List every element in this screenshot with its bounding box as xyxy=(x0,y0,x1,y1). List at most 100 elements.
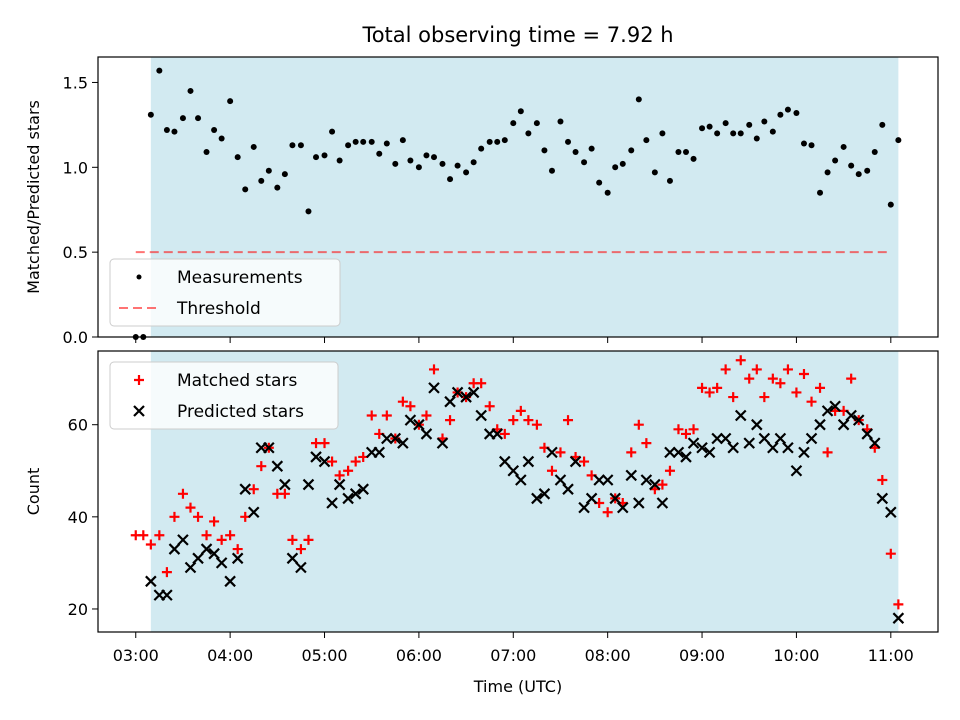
matched-star-point xyxy=(209,516,220,527)
predicted-star-point xyxy=(743,437,756,449)
measurement-point xyxy=(399,137,406,144)
measurement-point xyxy=(447,176,454,183)
predicted-star-point xyxy=(531,492,543,505)
predicted-star-point xyxy=(302,478,315,491)
matched-star-point xyxy=(673,424,684,435)
matched-star-point xyxy=(334,470,345,481)
predicted-star-point xyxy=(790,464,803,477)
top-panel: 0.0 0.5 1.0 1.5 Matched/Predicted stars Measu… xyxy=(24,56,939,347)
measurement-point xyxy=(368,138,375,145)
matched-star-point xyxy=(767,373,778,384)
matched-star-point xyxy=(248,484,259,495)
measurement-point xyxy=(289,142,296,149)
measurement-point xyxy=(313,154,320,161)
x-tick-label: 06:00 xyxy=(396,646,442,665)
predicted-star-point xyxy=(680,451,692,463)
measurement-point xyxy=(352,138,359,145)
matched-star-point xyxy=(366,410,377,421)
matched-star-point xyxy=(397,396,408,407)
predicted-star-point xyxy=(436,437,449,449)
matched-star-point xyxy=(201,530,212,541)
matched-star-point xyxy=(343,465,354,476)
matched-star-point xyxy=(782,364,793,375)
measurement-point xyxy=(793,110,800,116)
matched-star-point xyxy=(523,415,534,426)
legend-box xyxy=(109,258,341,327)
predicted-star-point xyxy=(444,395,456,408)
predicted-star-point xyxy=(616,501,629,514)
predicted-star-point xyxy=(829,400,841,413)
predicted-star-point xyxy=(326,497,338,509)
measurement-point xyxy=(706,123,713,130)
predicted-star-point xyxy=(231,552,244,565)
matched-star-point xyxy=(546,465,557,476)
x-tick-label: 11:00 xyxy=(868,646,914,665)
matched-star-point xyxy=(256,461,267,472)
predicted-star-point xyxy=(609,492,621,505)
predicted-star-point xyxy=(585,492,598,505)
measurement-point xyxy=(274,184,281,191)
measurement-point xyxy=(218,135,225,142)
y-tick-label: 20 xyxy=(68,600,88,619)
x-tick-label: 05:00 xyxy=(301,646,347,665)
predicted-star-point xyxy=(168,543,181,555)
matched-star-point xyxy=(712,382,723,393)
matched-star-point xyxy=(138,530,149,541)
predicted-star-point xyxy=(467,386,480,399)
measurement-point xyxy=(548,167,555,174)
matched-star-point xyxy=(602,507,613,518)
predicted-star-point xyxy=(460,391,472,403)
matched-star-point xyxy=(563,415,574,426)
chart-title: Total observing time = 7.92 h xyxy=(361,23,673,47)
y-tick-label: 1.5 xyxy=(63,73,88,92)
x-axis-label: Time (UTC) xyxy=(473,677,562,696)
matched-star-point xyxy=(303,534,314,545)
measurement-point xyxy=(643,137,650,144)
measurement-point xyxy=(187,87,194,94)
matched-star-point xyxy=(877,474,888,485)
x-tick-label: 03:00 xyxy=(113,646,159,665)
bottom-panel: 20 40 60 03:00 04:00 05:00 06:00 07:00 08:00 09:0… xyxy=(24,350,939,696)
matched-star-point xyxy=(815,382,826,393)
measurement-point xyxy=(730,130,737,137)
predicted-star-point xyxy=(451,386,464,399)
legend-label: Predicted stars xyxy=(177,402,304,422)
measurement-point xyxy=(203,149,210,156)
measurement-point xyxy=(510,120,517,127)
matched-star-point xyxy=(279,488,290,499)
measurement-point xyxy=(336,157,343,164)
x-tick-label: 10:00 xyxy=(773,646,819,665)
matched-star-point xyxy=(751,364,762,375)
matched-star-point xyxy=(744,373,755,384)
predicted-star-point xyxy=(286,552,299,565)
measurement-point xyxy=(533,120,540,127)
predicted-star-point xyxy=(798,446,810,459)
matched-star-point xyxy=(177,488,188,499)
predicted-star-point xyxy=(687,437,700,449)
y-axis-label: Matched/Predicted stars xyxy=(24,100,43,294)
legend-bottom: Matched stars Predicted stars xyxy=(109,361,339,430)
matched-star-point xyxy=(798,369,809,380)
predicted-star-point xyxy=(569,455,582,468)
measurement-point xyxy=(227,98,234,105)
legend-marker-plus xyxy=(134,375,144,385)
predicted-star-point xyxy=(625,469,638,482)
predicted-star-point xyxy=(404,414,417,426)
measurement-point xyxy=(628,147,635,154)
measurement-point xyxy=(478,145,485,152)
matched-star-point xyxy=(822,447,833,458)
predicted-star-point xyxy=(389,432,402,445)
measurement-point xyxy=(345,142,352,149)
measurement-point xyxy=(517,108,524,115)
measurement-point xyxy=(156,67,163,74)
measurement-point xyxy=(250,143,257,150)
predicted-star-point xyxy=(821,405,834,417)
measurement-point xyxy=(439,160,446,167)
measurement-point xyxy=(746,121,753,128)
measurement-point xyxy=(769,128,776,135)
predicted-star-point xyxy=(239,483,252,495)
matched-star-point xyxy=(759,392,770,403)
matched-star-point xyxy=(350,456,361,467)
matched-star-point xyxy=(846,373,857,384)
predicted-star-point xyxy=(349,488,362,500)
